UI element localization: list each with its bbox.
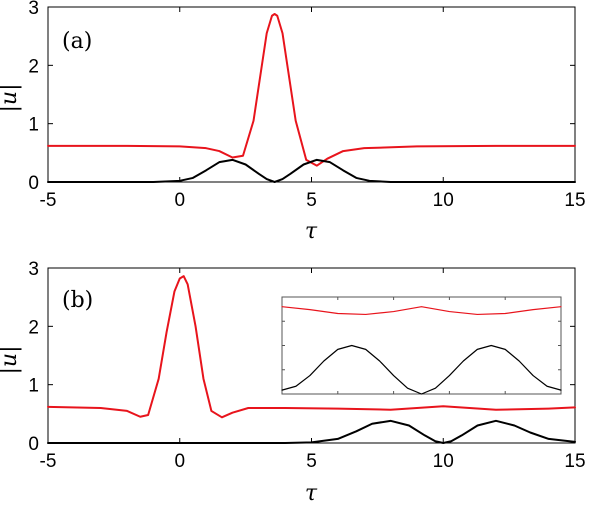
panel-a-ytick-label-3: 3: [28, 0, 39, 19]
panel-a-xlabel: τ: [305, 219, 318, 244]
panel-b-xtick-label-3: 10: [433, 451, 454, 472]
panel-a-ytick-label-0: 0: [28, 173, 39, 194]
panel-b-ytick-label-2: 2: [28, 317, 39, 338]
panel-b-ytick-label-0: 0: [28, 434, 39, 455]
panel-b-xlabel: τ: [305, 481, 318, 506]
panel-b-series-0-line: [47, 275, 576, 419]
panel-b-xtick-label-0: -5: [40, 451, 57, 472]
panel-b-xtick-label-2: 5: [306, 451, 317, 472]
panel-a-series-1-line: [47, 158, 576, 183]
inset-series-1-line: [281, 344, 562, 395]
panel-b-ylabel: |u|: [0, 346, 22, 375]
panel-a-xtick-label-2: 5: [306, 190, 317, 211]
panel-a-ytick-label-1: 1: [28, 115, 39, 136]
panel-a-frame: [47, 6, 576, 183]
panel-b-xtick-label-4: 15: [564, 451, 585, 472]
inset-ticks: [281, 297, 562, 394]
inset-series-0-line: [281, 306, 562, 316]
panel-a-xtick-label-4: 15: [564, 190, 585, 211]
panel-b-label: (b): [62, 288, 93, 313]
panel-b-xtick-label-1: 0: [174, 451, 185, 472]
panel-a-xtick-label-3: 10: [433, 190, 454, 211]
panel-a-ylabel: |u|: [0, 84, 22, 113]
panel-a-label: (a): [62, 29, 92, 54]
panel-a-xtick-label-0: -5: [40, 190, 57, 211]
panel-a-ytick-label-2: 2: [28, 56, 39, 77]
panel-a-series-0-line: [47, 13, 576, 167]
panel-b-ytick-label-1: 1: [28, 376, 39, 397]
panel-b-series-1-line: [47, 419, 576, 444]
panel-b-ytick-label-3: 3: [28, 259, 39, 280]
panel-a-lines: [47, 13, 576, 183]
panel-a-xtick-label-1: 0: [174, 190, 185, 211]
inset-lines: [281, 306, 562, 395]
inset-frame: [281, 296, 562, 395]
panel-b-lines: [47, 275, 576, 444]
inset: [281, 296, 562, 395]
